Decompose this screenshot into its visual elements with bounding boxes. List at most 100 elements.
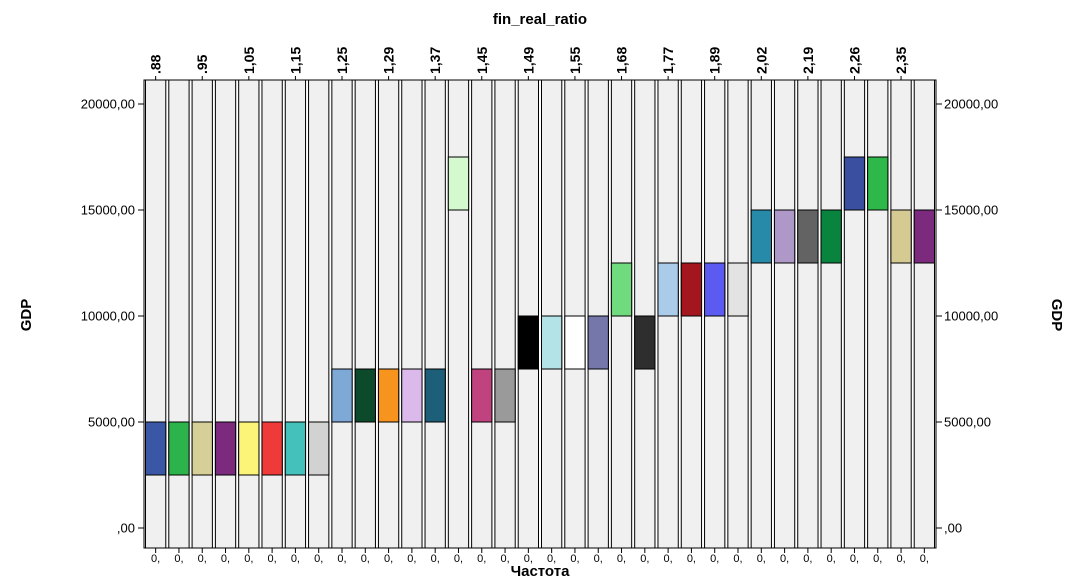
data-cell-21 <box>634 315 656 370</box>
x-tick-label-32: 0, <box>896 553 905 565</box>
x-tick-label-31: 0, <box>873 553 882 565</box>
top-tick-label-9: 1,55 <box>567 47 583 74</box>
column-3 <box>214 79 237 549</box>
column-27 <box>773 79 796 549</box>
data-cells <box>145 156 935 476</box>
data-cell-9 <box>354 368 376 423</box>
data-cell-23 <box>680 262 703 317</box>
data-cell-11 <box>401 368 423 423</box>
column-5 <box>261 79 283 549</box>
data-cell-31 <box>867 156 889 211</box>
column-2 <box>191 79 213 549</box>
column-13 <box>447 79 470 549</box>
y-axis-left: ,00 5000,00 10000,00 15000,00 20000,00 <box>81 97 144 536</box>
top-tick-label-1: .95 <box>194 54 210 74</box>
top-tick-label-12: 1,89 <box>707 47 723 74</box>
column-7 <box>308 79 330 549</box>
x-tick-label-18: 0, <box>570 553 579 565</box>
x-tick-label-4: 0, <box>244 553 253 565</box>
x-tick-label-15: 0, <box>500 553 509 565</box>
top-tick-label-15: 2,26 <box>846 47 862 74</box>
data-cell-5 <box>261 421 283 476</box>
data-cell-30 <box>843 156 866 211</box>
column-18 <box>564 79 586 549</box>
x-tick-label-30: 0, <box>850 553 859 565</box>
top-tick-label-14: 2,19 <box>800 47 816 74</box>
y-right-tick-label-0: ,00 <box>944 521 962 536</box>
data-cell-20 <box>610 262 633 317</box>
column-16 <box>517 79 539 549</box>
x-tick-label-8: 0, <box>337 553 346 565</box>
top-tick-label-16: 2,35 <box>893 47 909 74</box>
data-cell-18 <box>564 315 586 370</box>
column-17 <box>541 79 563 549</box>
x-tick-label-14: 0, <box>477 553 486 565</box>
data-cell-8 <box>331 368 353 423</box>
x-tick-label-5: 0, <box>268 553 277 565</box>
column-21 <box>634 79 656 549</box>
x-tick-label-26: 0, <box>757 553 766 565</box>
y-left-tick-label-2: 10000,00 <box>81 309 135 324</box>
top-tick-label-0: .88 <box>148 54 164 74</box>
column-8 <box>331 79 353 549</box>
x-tick-label-12: 0, <box>431 553 440 565</box>
top-tick-label-2: 1,05 <box>241 47 257 74</box>
column-0 <box>145 79 167 549</box>
data-cell-0 <box>145 421 167 476</box>
data-cell-3 <box>214 421 237 476</box>
x-tick-label-24: 0, <box>710 553 719 565</box>
top-tick-label-10: 1,68 <box>614 47 630 74</box>
top-tick-label-8: 1,49 <box>520 47 536 74</box>
x-tick-label-17: 0, <box>547 553 556 565</box>
column-6 <box>284 79 307 549</box>
column-10 <box>377 79 400 549</box>
x-tick-label-10: 0, <box>384 553 393 565</box>
data-cell-10 <box>377 368 400 423</box>
x-tick-label-21: 0, <box>640 553 649 565</box>
y-right-tick-label-1: 5000,00 <box>944 415 991 430</box>
y-left-tick-label-4: 20000,00 <box>81 97 135 112</box>
data-cell-32 <box>890 209 912 264</box>
data-cell-6 <box>284 421 307 476</box>
column-14 <box>471 79 493 549</box>
x-tick-label-1: 0, <box>174 553 183 565</box>
top-tick-label-6: 1,37 <box>427 47 443 74</box>
x-tick-label-3: 0, <box>221 553 230 565</box>
data-cell-7 <box>308 421 330 476</box>
top-tick-label-13: 2,02 <box>753 47 769 74</box>
data-cell-27 <box>773 209 796 264</box>
top-tick-label-7: 1,45 <box>474 47 490 74</box>
x-tick-label-16: 0, <box>524 553 533 565</box>
data-cell-28 <box>797 209 819 264</box>
x-tick-label-2: 0, <box>198 553 207 565</box>
y-right-tick-label-4: 20000,00 <box>944 97 998 112</box>
y-axis-left-label: GDP <box>18 299 35 332</box>
x-tick-label-6: 0, <box>291 553 300 565</box>
data-cell-1 <box>168 421 190 476</box>
y-axis-right: ,00 5000,00 10000,00 15000,00 20000,00 <box>936 97 998 536</box>
top-tick-label-5: 1,29 <box>381 47 397 74</box>
x-tick-label-23: 0, <box>687 553 696 565</box>
y-left-tick-label-1: 5000,00 <box>88 415 135 430</box>
x-tick-label-25: 0, <box>733 553 742 565</box>
top-tick-label-4: 1,25 <box>334 47 350 74</box>
x-tick-label-27: 0, <box>780 553 789 565</box>
column-32 <box>890 79 912 549</box>
data-cell-33 <box>913 209 935 264</box>
y-left-tick-label-3: 15000,00 <box>81 203 135 218</box>
chart-title: fin_real_ratio <box>493 11 587 28</box>
column-backgrounds <box>145 79 935 549</box>
top-tick-labels: .88 .95 1,05 1,15 1,25 1,29 1,37 1,45 1,49 1,55 1,… <box>148 47 909 80</box>
column-31 <box>867 79 889 549</box>
column-11 <box>401 79 423 549</box>
x-axis-label: Частота <box>511 563 571 580</box>
data-cell-25 <box>727 262 749 317</box>
data-cell-4 <box>238 421 260 476</box>
y-right-tick-label-2: 10000,00 <box>944 309 998 324</box>
x-tick-label-11: 0, <box>407 553 416 565</box>
data-cell-24 <box>704 262 726 317</box>
column-33 <box>913 79 935 549</box>
plot-frame <box>143 79 937 549</box>
y-right-tick-label-3: 15000,00 <box>944 203 998 218</box>
column-26 <box>750 79 772 549</box>
